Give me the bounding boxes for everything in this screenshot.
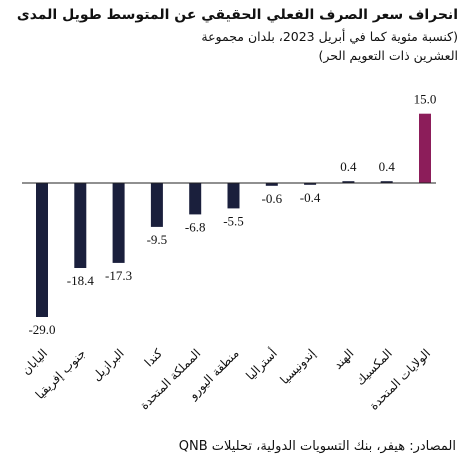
value-label-5: -5.5: [223, 213, 244, 228]
bar-9: [380, 181, 393, 183]
value-label-6: -0.6: [262, 191, 283, 206]
bar-8: [342, 181, 355, 183]
value-label-7: -0.4: [300, 190, 321, 205]
bar-10: [419, 113, 431, 183]
bar-6: [265, 183, 278, 186]
value-label-3: -9.5: [147, 232, 168, 247]
category-label-8: الهند: [331, 346, 357, 372]
bar-0: [36, 183, 48, 317]
category-label-3: كندا: [142, 346, 166, 370]
category-label-2: البرازيل: [89, 346, 127, 384]
chart-source: المصادر: هيفر، بنك التسويات الدولية، تحل…: [178, 439, 456, 454]
value-label-0: -29.0: [28, 322, 55, 337]
value-label-2: -17.3: [105, 268, 132, 283]
value-label-9: 0.4: [379, 159, 396, 174]
category-label-0: اليابان: [19, 346, 50, 377]
chart-subtitle-line-1: (كنسبة مئوية كما في أبريل 2023، بلدان مج…: [201, 29, 458, 44]
value-label-1: -18.4: [67, 273, 95, 288]
category-label-6: أستراليا: [243, 346, 281, 384]
bar-3: [150, 183, 163, 227]
chart-subtitle-line-2: العشرين ذات التعويم الحر): [318, 48, 458, 63]
chart-subtitle: (كنسبة مئوية كما في أبريل 2023، بلدان مج…: [8, 27, 458, 65]
bar-4: [189, 183, 202, 215]
value-label-8: 0.4: [340, 159, 357, 174]
value-label-4: -6.8: [185, 219, 206, 234]
bar-2: [112, 183, 125, 263]
chart-title: انحراف سعر الصرف الفعلي الحقيقي عن المتو…: [16, 7, 458, 23]
bar-5: [227, 183, 240, 209]
value-label-10: 15.0: [414, 92, 437, 107]
bar-1: [74, 183, 87, 268]
bar-7: [304, 183, 317, 185]
category-label-7: إندونيسيا: [277, 346, 319, 388]
